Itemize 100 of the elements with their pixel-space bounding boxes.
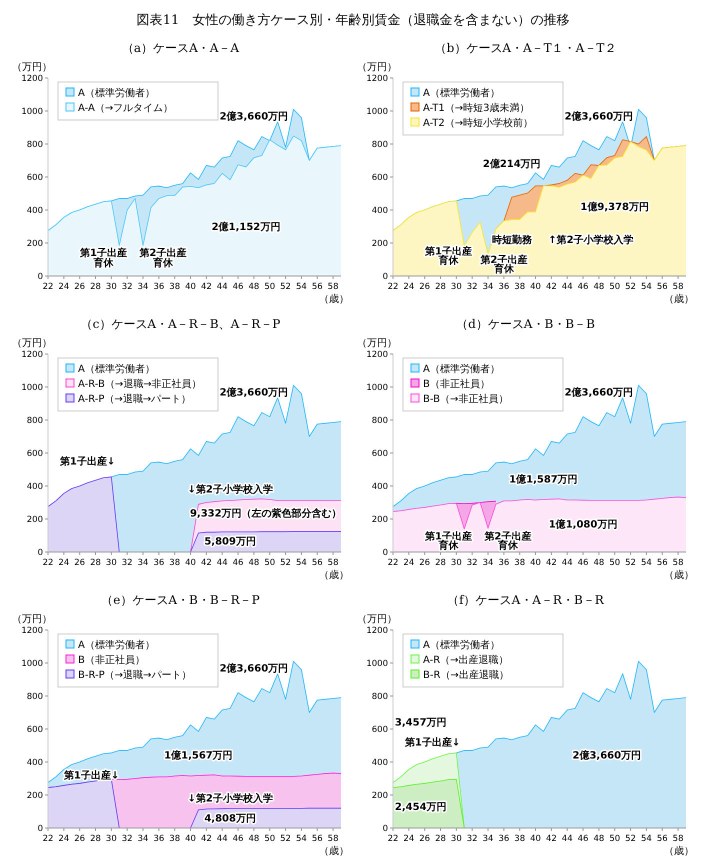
x-tick-label: 50 [264,834,276,844]
x-tick-label: 44 [562,558,573,568]
y-tick-label: 1000 [366,383,388,393]
x-tick-label: 38 [514,282,526,292]
y-tick-label: 200 [26,515,43,525]
x-tick-label: 46 [578,558,588,568]
legend-label: A-R（→出産退職） [423,654,509,666]
x-tick-label: 46 [578,834,588,844]
x-tick-label: 26 [419,834,430,844]
y-axis-title: （万円） [12,62,52,73]
annotation: 第1子出産↓ [62,770,120,782]
x-tick-label: 32 [122,834,133,844]
chart-title: （b）ケースA・A－T１・A－T２ [434,41,616,55]
annotation: 1億1,080万円 [548,518,618,530]
x-tick-label: 42 [546,282,557,292]
x-tick-label: 52 [280,282,291,292]
x-tick-label: 46 [578,282,588,292]
x-tick-label: 38 [169,558,180,568]
x-tick-label: 26 [74,282,86,292]
legend-label: A（標準労働者） [423,87,500,99]
x-tick-label: 36 [498,282,510,292]
x-tick-label: 24 [58,558,70,568]
x-tick-label: 30 [106,834,117,844]
x-tick-label: 44 [216,558,228,568]
x-tick-label: 44 [216,282,228,292]
annotation: 第1子出産↓ [404,736,460,748]
y-tick-label: 1000 [366,659,388,669]
x-tick-label: 38 [514,834,526,844]
y-axis-title: （万円） [357,62,397,73]
x-tick-label: 38 [514,558,526,568]
x-tick-label: 44 [562,834,573,844]
legend-label: B（非正社員） [423,378,490,390]
y-tick-label: 400 [372,206,388,216]
x-tick-label: 24 [58,834,70,844]
x-tick-label: 26 [419,558,430,568]
x-tick-label: 24 [58,282,70,292]
legend-label: B-R-P（→退職→パート） [78,669,192,681]
chart-title: （e）ケースA・B・B－R－P [101,593,260,607]
annotation: 2億3,660万円 [220,110,288,122]
x-tick-label: 58 [672,282,684,292]
x-tick-label: 34 [482,282,494,292]
x-tick-label: 58 [672,558,684,568]
x-tick-label: 52 [280,834,291,844]
x-tick-label: 38 [169,282,180,292]
y-tick-label: 400 [26,482,43,492]
legend-label: A-R-P（→退職→パート） [78,393,192,405]
x-tick-label: 54 [640,282,652,292]
annotation: 時短勤務 [492,234,533,246]
y-tick-label: 600 [26,173,43,183]
legend-label: B（非正社員） [78,654,145,666]
x-tick-label: 24 [403,558,414,568]
y-tick-label: 1200 [21,350,43,360]
x-tick-label: 54 [296,558,307,568]
y-tick-label: 800 [26,140,43,150]
x-axis-title: （歳） [664,293,694,305]
annotation: 1億1,567万円 [164,750,233,762]
y-tick-label: 400 [372,758,388,768]
y-tick-label: 800 [26,692,43,702]
chart-title: （a）ケースA・A－A [122,41,240,55]
y-tick-label: 1200 [21,74,43,84]
x-tick-label: 22 [388,282,398,292]
x-tick-label: 56 [312,282,323,292]
annotation: ↓第2子小学校入学 [187,792,273,805]
x-tick-label: 32 [122,558,133,568]
x-tick-label: 32 [466,558,478,568]
x-axis-title: （歳） [664,845,694,857]
y-tick-label: 800 [372,692,388,702]
x-tick-label: 30 [450,558,462,568]
x-tick-label: 28 [435,558,446,568]
x-tick-label: 48 [593,834,604,844]
y-axis-title: （万円） [357,614,397,625]
x-tick-label: 36 [153,834,164,844]
x-tick-label: 22 [42,558,54,568]
y-tick-label: 0 [382,272,388,282]
x-tick-label: 34 [138,558,148,568]
y-tick-label: 400 [372,482,388,492]
y-tick-label: 400 [26,206,43,216]
x-tick-label: 34 [138,282,148,292]
x-tick-label: 26 [74,834,86,844]
annotation: 1億9,378万円 [580,201,650,213]
x-tick-label: 52 [625,282,636,292]
y-tick-label: 600 [372,173,388,183]
x-tick-label: 52 [280,558,291,568]
x-axis-title: （歳） [664,569,694,581]
y-tick-label: 200 [26,791,43,801]
y-tick-label: 400 [26,758,43,768]
legend-label: A（標準労働者） [423,363,500,375]
x-tick-label: 28 [90,282,101,292]
x-tick-label: 26 [74,558,86,568]
y-tick-label: 0 [382,824,388,834]
y-tick-label: 1200 [366,350,388,360]
x-tick-label: 48 [248,834,260,844]
x-tick-label: 42 [546,558,557,568]
x-tick-label: 34 [482,834,494,844]
legend-label: A（標準労働者） [78,639,155,651]
x-tick-label: 50 [264,558,276,568]
x-tick-label: 54 [640,558,652,568]
y-tick-label: 1200 [366,74,388,84]
x-tick-label: 54 [296,282,307,292]
x-tick-label: 56 [656,834,668,844]
